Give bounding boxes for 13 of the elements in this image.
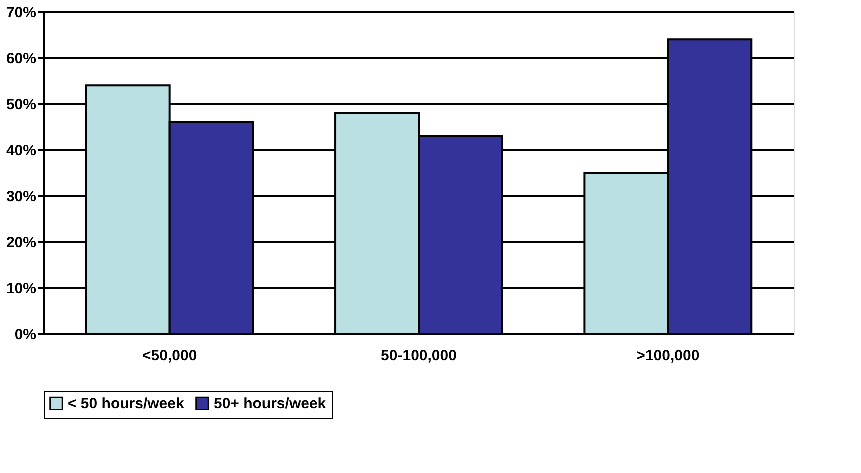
- y-tick-label: 40%: [6, 142, 36, 160]
- x-tick-label: <50,000: [142, 348, 198, 364]
- y-tick-label: 20%: [6, 234, 36, 252]
- y-tick-label: 60%: [6, 50, 36, 68]
- legend-label: < 50 hours/week: [68, 396, 185, 413]
- x-tick-label: 50-100,000: [381, 348, 457, 364]
- y-tick-label: 10%: [6, 280, 36, 298]
- legend-label: 50+ hours/week: [214, 396, 327, 413]
- x-tick-label: >100,000: [636, 348, 700, 364]
- y-tick-label: 30%: [6, 188, 36, 206]
- y-tick-label: 0%: [14, 326, 36, 344]
- y-tick-label: 70%: [6, 4, 36, 22]
- y-tick-label: 50%: [6, 96, 36, 114]
